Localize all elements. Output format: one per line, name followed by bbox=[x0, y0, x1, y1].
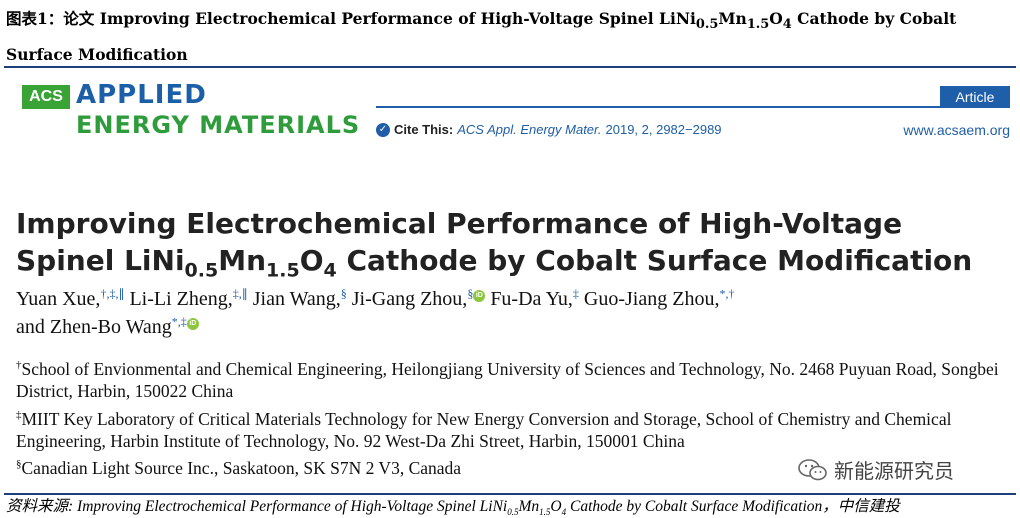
orcid-icon[interactable]: iD bbox=[186, 318, 199, 331]
source-part: Cathode by Cobalt Surface Modification，中… bbox=[566, 498, 900, 515]
title-part: O bbox=[299, 244, 324, 277]
caption-prefix: 图表1： bbox=[6, 9, 64, 28]
cite-journal[interactable]: ACS Appl. Energy Mater. bbox=[457, 122, 602, 137]
affiliation: §Canadian Light Source Inc., Saskatoon, … bbox=[16, 457, 1016, 479]
affiliation-mark: ‡ bbox=[16, 409, 22, 422]
caption-title-b: Mn bbox=[718, 9, 747, 28]
figure-caption: 图表1：论文 Improving Electrochemical Perform… bbox=[6, 4, 1014, 70]
cite-this[interactable]: ✓ Cite This: ACS Appl. Energy Mater. 201… bbox=[376, 122, 722, 137]
paper-title: Improving Electrochemical Performance of… bbox=[16, 205, 1006, 282]
caption-title-a: Improving Electrochemical Performance of… bbox=[99, 9, 696, 28]
wechat-watermark: 新能源研究员 bbox=[798, 455, 954, 484]
caption-sub: 4 bbox=[782, 17, 792, 33]
title-part: Improving Electrochemical Performance of… bbox=[16, 207, 903, 277]
author-list: Yuan Xue,†,‡,∥ Li-Li Zheng,‡,∥ Jian Wang… bbox=[16, 285, 1006, 341]
source-sub: 4 bbox=[561, 507, 567, 518]
author-name[interactable]: Jian Wang, bbox=[252, 288, 341, 310]
author[interactable]: Jian Wang,§ bbox=[252, 286, 347, 310]
affiliation-text: School of Envionmental and Chemical Engi… bbox=[16, 359, 999, 401]
article-type-badge: Article bbox=[940, 86, 1010, 108]
title-sub: 4 bbox=[323, 259, 337, 282]
cite-volume[interactable]: 2019, 2, 2982−2989 bbox=[605, 122, 722, 137]
source-part: 资料来源: Improving Electrochemical Performa… bbox=[6, 498, 508, 515]
caption-word: 论文 bbox=[63, 9, 95, 28]
affiliation-mark: † bbox=[16, 359, 22, 372]
title-sub: 1.5 bbox=[266, 259, 300, 282]
author-marks: ‡ bbox=[572, 286, 579, 301]
author[interactable]: Yuan Xue,†,‡,∥ bbox=[16, 286, 125, 310]
author-name[interactable]: and Zhen-Bo Wang bbox=[16, 316, 172, 338]
author-marks: *,† bbox=[719, 286, 735, 301]
acs-logo: ACS bbox=[22, 85, 70, 109]
affiliation-text: Canadian Light Source Inc., Saskatoon, S… bbox=[21, 458, 462, 478]
affiliation-text: MIIT Key Laboratory of Critical Material… bbox=[16, 409, 952, 451]
author-name[interactable]: Fu-Da Yu, bbox=[490, 288, 573, 310]
header-rule bbox=[376, 106, 1010, 108]
journal-name-line1: APPLIED bbox=[76, 80, 207, 110]
author-marks: †,‡,∥ bbox=[100, 286, 125, 301]
affiliation: †School of Envionmental and Chemical Eng… bbox=[16, 358, 1016, 402]
journal-name-line2: ENERGY MATERIALS bbox=[76, 111, 361, 139]
title-sub: 0.5 bbox=[184, 259, 219, 282]
author-name[interactable]: Guo-Jiang Zhou, bbox=[583, 288, 720, 310]
check-icon: ✓ bbox=[376, 122, 390, 137]
watermark-text: 新能源研究员 bbox=[834, 459, 954, 483]
orcid-icon[interactable]: iD bbox=[473, 290, 486, 303]
author[interactable]: Ji-Gang Zhou,§ iD bbox=[351, 286, 486, 310]
author[interactable]: Fu-Da Yu,‡ bbox=[490, 286, 579, 310]
wechat-icon bbox=[798, 458, 827, 480]
author-marks: *,‡ bbox=[171, 314, 187, 329]
bottom-divider bbox=[4, 493, 1016, 495]
author-marks: § bbox=[467, 286, 474, 301]
affiliation-mark: § bbox=[16, 458, 22, 471]
author-name[interactable]: Yuan Xue, bbox=[16, 288, 101, 310]
caption-title-c: O bbox=[769, 9, 783, 28]
author[interactable]: Li-Li Zheng,‡,∥ bbox=[129, 286, 248, 310]
author[interactable]: and Zhen-Bo Wang*,‡ iD bbox=[16, 314, 199, 338]
source-sub: 0.5 bbox=[507, 507, 519, 518]
caption-sub: 1.5 bbox=[746, 17, 770, 33]
journal-website-link[interactable]: www.acsaem.org bbox=[903, 122, 1010, 138]
title-part: Cathode by Cobalt Surface Modification bbox=[336, 244, 973, 277]
source-sub: 1.5 bbox=[539, 507, 551, 518]
affiliation: ‡MIIT Key Laboratory of Critical Materia… bbox=[16, 408, 1016, 452]
caption-title-d: Cathode by Cobalt Surface Modification bbox=[6, 9, 957, 65]
source-part: O bbox=[550, 498, 562, 515]
author[interactable]: Guo-Jiang Zhou,*,† bbox=[583, 286, 735, 310]
title-part: Mn bbox=[218, 244, 267, 277]
author-marks: § bbox=[340, 286, 347, 301]
author-name[interactable]: Ji-Gang Zhou, bbox=[351, 288, 468, 310]
source-note: 资料来源: Improving Electrochemical Performa… bbox=[6, 497, 1014, 517]
author-marks: ‡,∥ bbox=[232, 286, 248, 301]
caption-sub: 0.5 bbox=[695, 17, 719, 33]
source-part: Mn bbox=[518, 498, 540, 515]
cite-label: Cite This: bbox=[394, 122, 454, 137]
top-divider bbox=[4, 66, 1016, 68]
author-name[interactable]: Li-Li Zheng, bbox=[129, 288, 233, 310]
